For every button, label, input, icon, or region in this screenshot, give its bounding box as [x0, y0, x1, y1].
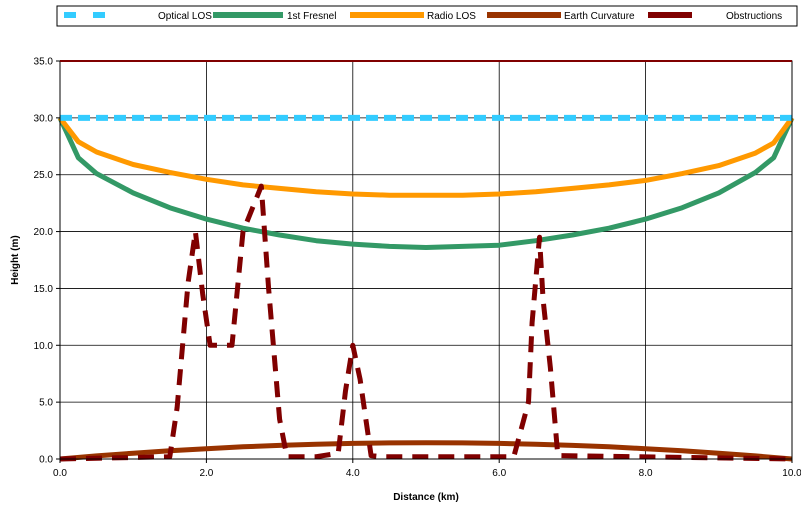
- x-tick-label: 0.0: [53, 468, 67, 479]
- y-tick-label: 25.0: [34, 170, 54, 181]
- x-axis: 0.0 2.0 4.0 6.0 8.0 10.0: [53, 459, 801, 479]
- x-tick-label: 8.0: [639, 468, 653, 479]
- y-tick-label: 15.0: [34, 284, 54, 295]
- legend-box: [56, 5, 798, 27]
- series-line-earth-curvature: [59, 440, 793, 462]
- legend-label: Radio LOS: [427, 11, 476, 22]
- series-line-radio-los: [58, 116, 795, 198]
- y-tick-label: 5.0: [39, 398, 53, 409]
- legend-label: 1st Fresnel: [287, 11, 336, 22]
- y-tick-label: 10.0: [34, 341, 54, 352]
- y-tick-label: 20.0: [34, 227, 54, 238]
- y-axis-title: Height (m): [10, 235, 21, 284]
- x-tick-label: 10.0: [782, 468, 801, 479]
- series-layer: [57, 114, 795, 462]
- y-tick-label: 30.0: [34, 113, 54, 124]
- x-axis-title: Distance (km): [393, 492, 459, 503]
- legend: Optical LOS 1st Fresnel Radio LOS Earth Cur…: [56, 5, 798, 27]
- legend-label: Earth Curvature: [564, 11, 635, 22]
- y-tick-label: 35.0: [34, 57, 54, 68]
- series-line-obstructions: [59, 183, 793, 462]
- legend-label: Obstructions: [726, 11, 782, 22]
- series-line-1st-fresnel: [57, 116, 795, 250]
- legend-label: Optical LOS: [158, 11, 212, 22]
- x-tick-label: 4.0: [346, 468, 360, 479]
- y-axis: 0.0 5.0 10.0 15.0 20.0 25.0 30.0 35.0: [34, 57, 60, 466]
- y-tick-label: 0.0: [39, 455, 53, 466]
- x-tick-label: 2.0: [199, 468, 213, 479]
- x-tick-label: 6.0: [492, 468, 506, 479]
- plot-area: [60, 61, 792, 459]
